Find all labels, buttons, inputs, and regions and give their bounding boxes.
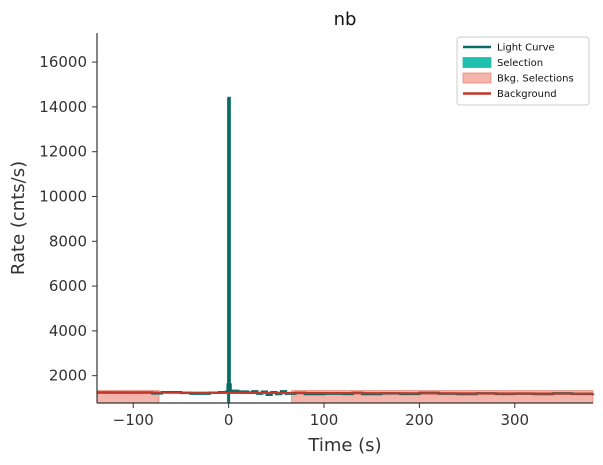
y-tick-label: 2000 [49, 367, 87, 385]
plot-area [96, 96, 595, 404]
y-axis-label: Rate (cnts/s) [8, 161, 29, 275]
y-tick-label: 4000 [49, 322, 87, 340]
x-tick-label: 200 [405, 411, 434, 429]
background-layer [96, 391, 594, 395]
legend-label-bkg-selections: Bkg. Selections [497, 74, 574, 85]
legend-label-background: Background [497, 89, 557, 100]
legend-swatch-bkg-selections [462, 72, 492, 84]
y-tick-label: 14000 [39, 98, 87, 116]
light-curve-layer [97, 96, 595, 403]
y-tick-label: 16000 [39, 53, 87, 71]
legend: Light Curve Selection Bkg. Selections Backg… [456, 36, 590, 106]
y-tick-label: 8000 [49, 232, 87, 250]
x-tick-label: 0 [224, 411, 234, 429]
legend-label-selection: Selection [497, 58, 543, 69]
background-line [96, 391, 594, 395]
x-axis-label: Time (s) [307, 435, 381, 456]
legend-swatch-selection [462, 57, 492, 68]
y-axis-ticks: 2000 4000 6000 8000 10000 12000 14000 16000 [39, 53, 97, 385]
x-axis-ticks: −100 0 100 200 300 [113, 403, 529, 429]
light-curve-line [97, 96, 595, 396]
legend-label-light-curve: Light Curve [497, 43, 555, 54]
x-tick-label: 100 [310, 411, 339, 429]
chart-title: nb [334, 9, 357, 30]
x-tick-label: 300 [500, 411, 529, 429]
y-tick-label: 12000 [39, 143, 87, 161]
y-tick-label: 6000 [49, 277, 87, 295]
y-tick-label: 10000 [39, 187, 87, 205]
legend-frame [456, 36, 590, 106]
x-tick-label: −100 [113, 411, 154, 429]
